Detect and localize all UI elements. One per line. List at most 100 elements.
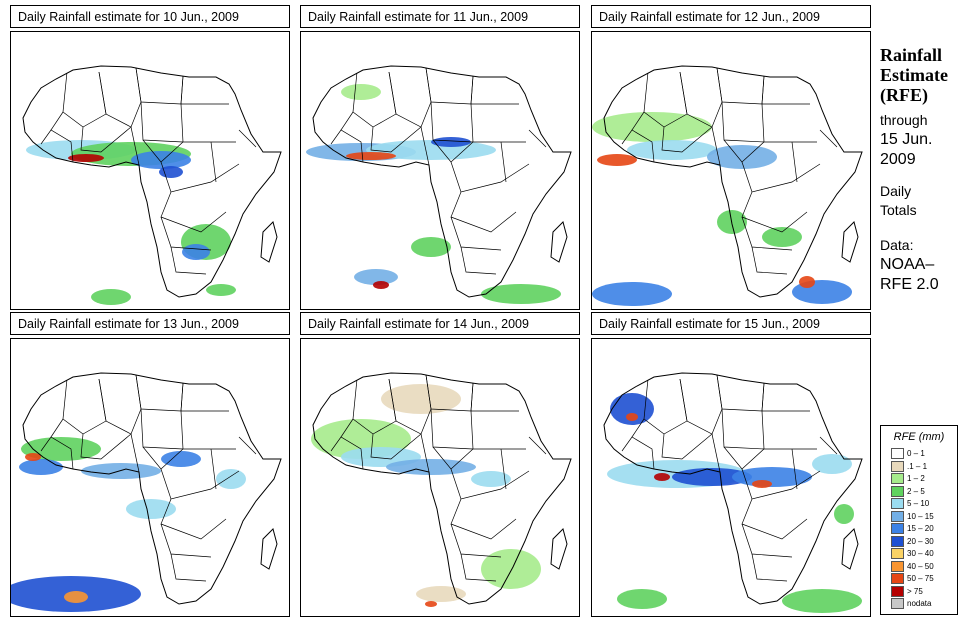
- country-border: [420, 126, 430, 166]
- country-border: [340, 111, 354, 131]
- panel-title: Daily Rainfall estimate for 12 Jun., 200…: [591, 5, 871, 28]
- rainfall-cell: [672, 468, 752, 486]
- country-border: [450, 468, 530, 500]
- africa-map: [603, 372, 863, 613]
- country-border: [761, 103, 817, 143]
- country-border: [98, 374, 142, 435]
- legend-item: 2 – 5: [891, 485, 953, 497]
- africa-coastline: [603, 372, 863, 605]
- rainfall-cell: [216, 469, 246, 489]
- country-border: [370, 433, 422, 460]
- legend-item: > 75: [891, 585, 953, 597]
- caption-end-date-line-1: 15 Jun.: [880, 131, 933, 148]
- panel-title: Daily Rainfall estimate for 15 Jun., 200…: [591, 312, 871, 335]
- legend-label: 50 – 75: [907, 574, 934, 583]
- country-border: [450, 216, 502, 251]
- rainfall-cell: [597, 154, 637, 166]
- rainfall-cell: [91, 289, 131, 305]
- country-border: [500, 448, 507, 490]
- country-border: [450, 523, 502, 558]
- country-border: [528, 129, 547, 148]
- legend-label: 40 – 50: [907, 561, 934, 571]
- africa-coastline: [312, 372, 572, 605]
- rainfall-cells: [11, 437, 246, 612]
- legend-item: .1 – 1: [891, 460, 953, 472]
- map-panel-jun-11: Daily Rainfall estimate for 11 Jun., 200…: [300, 5, 580, 310]
- rainfall-cell: [471, 471, 511, 487]
- country-border: [819, 436, 838, 455]
- country-border: [741, 498, 808, 540]
- country-border: [450, 161, 530, 193]
- legend-swatch: [891, 510, 904, 522]
- panel-title: Daily Rainfall estimate for 13 Jun., 200…: [10, 312, 290, 335]
- country-borders: [330, 67, 547, 275]
- legend-label: 10 – 15: [907, 511, 934, 521]
- country-border: [62, 378, 107, 435]
- country-border: [210, 141, 217, 183]
- country-border: [741, 161, 821, 193]
- country-border: [460, 246, 497, 275]
- rainfall-cells: [311, 384, 541, 607]
- rainfall-cell: [425, 601, 437, 607]
- map-panel-jun-15: Daily Rainfall estimate for 15 Jun., 200…: [591, 312, 871, 617]
- rainfall-cell: [481, 549, 541, 589]
- country-border: [370, 126, 422, 153]
- country-border: [450, 191, 517, 233]
- legend-label: 15 – 20: [907, 524, 934, 533]
- legend-item: 1 – 2: [891, 473, 953, 484]
- legend-swatch: [891, 498, 904, 509]
- legend-label: 2 – 5: [907, 486, 925, 496]
- rainfall-cell: [131, 151, 191, 169]
- country-border: [741, 468, 821, 500]
- country-border: [160, 161, 240, 193]
- country-border: [140, 408, 184, 450]
- rainfall-cell: [341, 84, 381, 100]
- country-border: [470, 103, 526, 143]
- madagascar-outline: [550, 221, 568, 263]
- rainfall-map: [300, 338, 580, 617]
- country-border: [80, 126, 132, 153]
- country-border: [135, 374, 184, 412]
- rainfall-cell: [381, 384, 461, 414]
- africa-map: [22, 65, 282, 305]
- caption-heading-line-2: Estimate: [880, 65, 948, 85]
- rainfall-cell: [707, 145, 777, 169]
- country-border: [62, 71, 107, 128]
- rainfall-cell: [161, 451, 201, 467]
- caption-totals-line-1: Daily: [880, 183, 912, 199]
- country-border: [500, 141, 507, 183]
- legend-title: RFE (mm): [893, 431, 945, 443]
- rainfall-cell: [481, 284, 561, 304]
- country-border: [238, 129, 257, 148]
- legend-swatch: [891, 535, 904, 547]
- rainfall-map: [10, 31, 290, 310]
- caption-data-line-1: Data:: [880, 237, 914, 253]
- map-panel-jun-13: Daily Rainfall estimate for 13 Jun., 200…: [10, 312, 290, 617]
- rainfall-cell: [812, 454, 852, 474]
- country-border: [80, 433, 132, 460]
- country-border: [50, 418, 64, 438]
- rainfall-cell: [762, 227, 802, 247]
- country-border: [135, 67, 184, 105]
- country-border: [330, 436, 364, 470]
- rainfall-cell: [431, 137, 471, 147]
- rainfall-cell: [346, 152, 396, 160]
- rainfall-cell: [126, 499, 176, 519]
- legend-label: > 75: [907, 586, 923, 596]
- legend-label: 30 – 40: [907, 549, 934, 558]
- panel-title: Daily Rainfall estimate for 11 Jun., 200…: [300, 5, 580, 28]
- caption-heading-line-1: Rainfall: [880, 45, 943, 65]
- legend-label: 20 – 30: [907, 536, 934, 546]
- country-border: [661, 126, 713, 153]
- country-border: [388, 67, 432, 128]
- legend-swatch: [891, 598, 904, 609]
- rainfall-cells: [607, 393, 862, 613]
- africa-map: [306, 65, 572, 304]
- africa-coastline: [312, 65, 572, 298]
- country-border: [180, 103, 236, 143]
- map-panel-jun-12: Daily Rainfall estimate for 12 Jun., 200…: [591, 5, 871, 310]
- country-border: [751, 246, 788, 275]
- rainfall-cell: [752, 480, 772, 488]
- legend-item: 15 – 20: [891, 523, 953, 534]
- country-border: [716, 67, 765, 105]
